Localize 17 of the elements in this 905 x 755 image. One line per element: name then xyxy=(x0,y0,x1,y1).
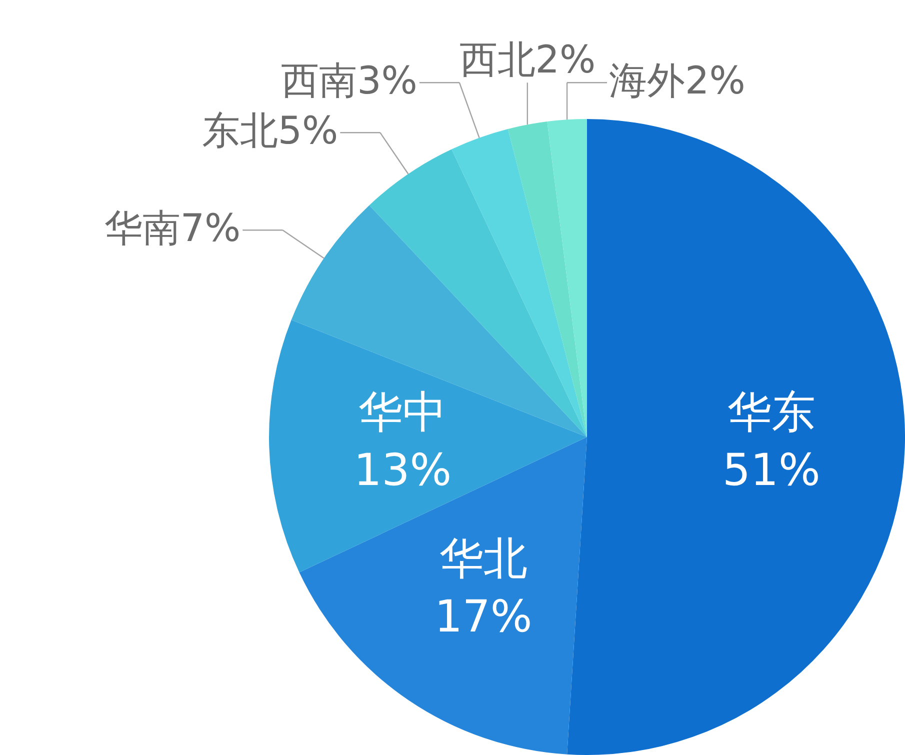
slice-label: 东北5% xyxy=(202,108,338,153)
data-label: 51% xyxy=(722,444,820,496)
slice-label: 华东 xyxy=(727,386,816,438)
slice-label: 海外2% xyxy=(609,58,746,103)
pie-slice xyxy=(508,122,587,437)
pie-slice xyxy=(567,119,905,754)
pie-slice xyxy=(547,119,587,437)
slice-label: 华中 xyxy=(358,386,447,438)
slice-label: 西北2% xyxy=(459,38,596,82)
pie-slice xyxy=(299,437,587,754)
pie-slice xyxy=(452,128,587,437)
data-label: 17% xyxy=(434,592,532,643)
slice-label: 华北 xyxy=(439,534,528,585)
data-label: 13% xyxy=(354,444,452,496)
slice-label: 西南3% xyxy=(281,58,418,103)
pie-slice xyxy=(291,205,587,437)
slice-label: 华南7% xyxy=(104,206,241,250)
